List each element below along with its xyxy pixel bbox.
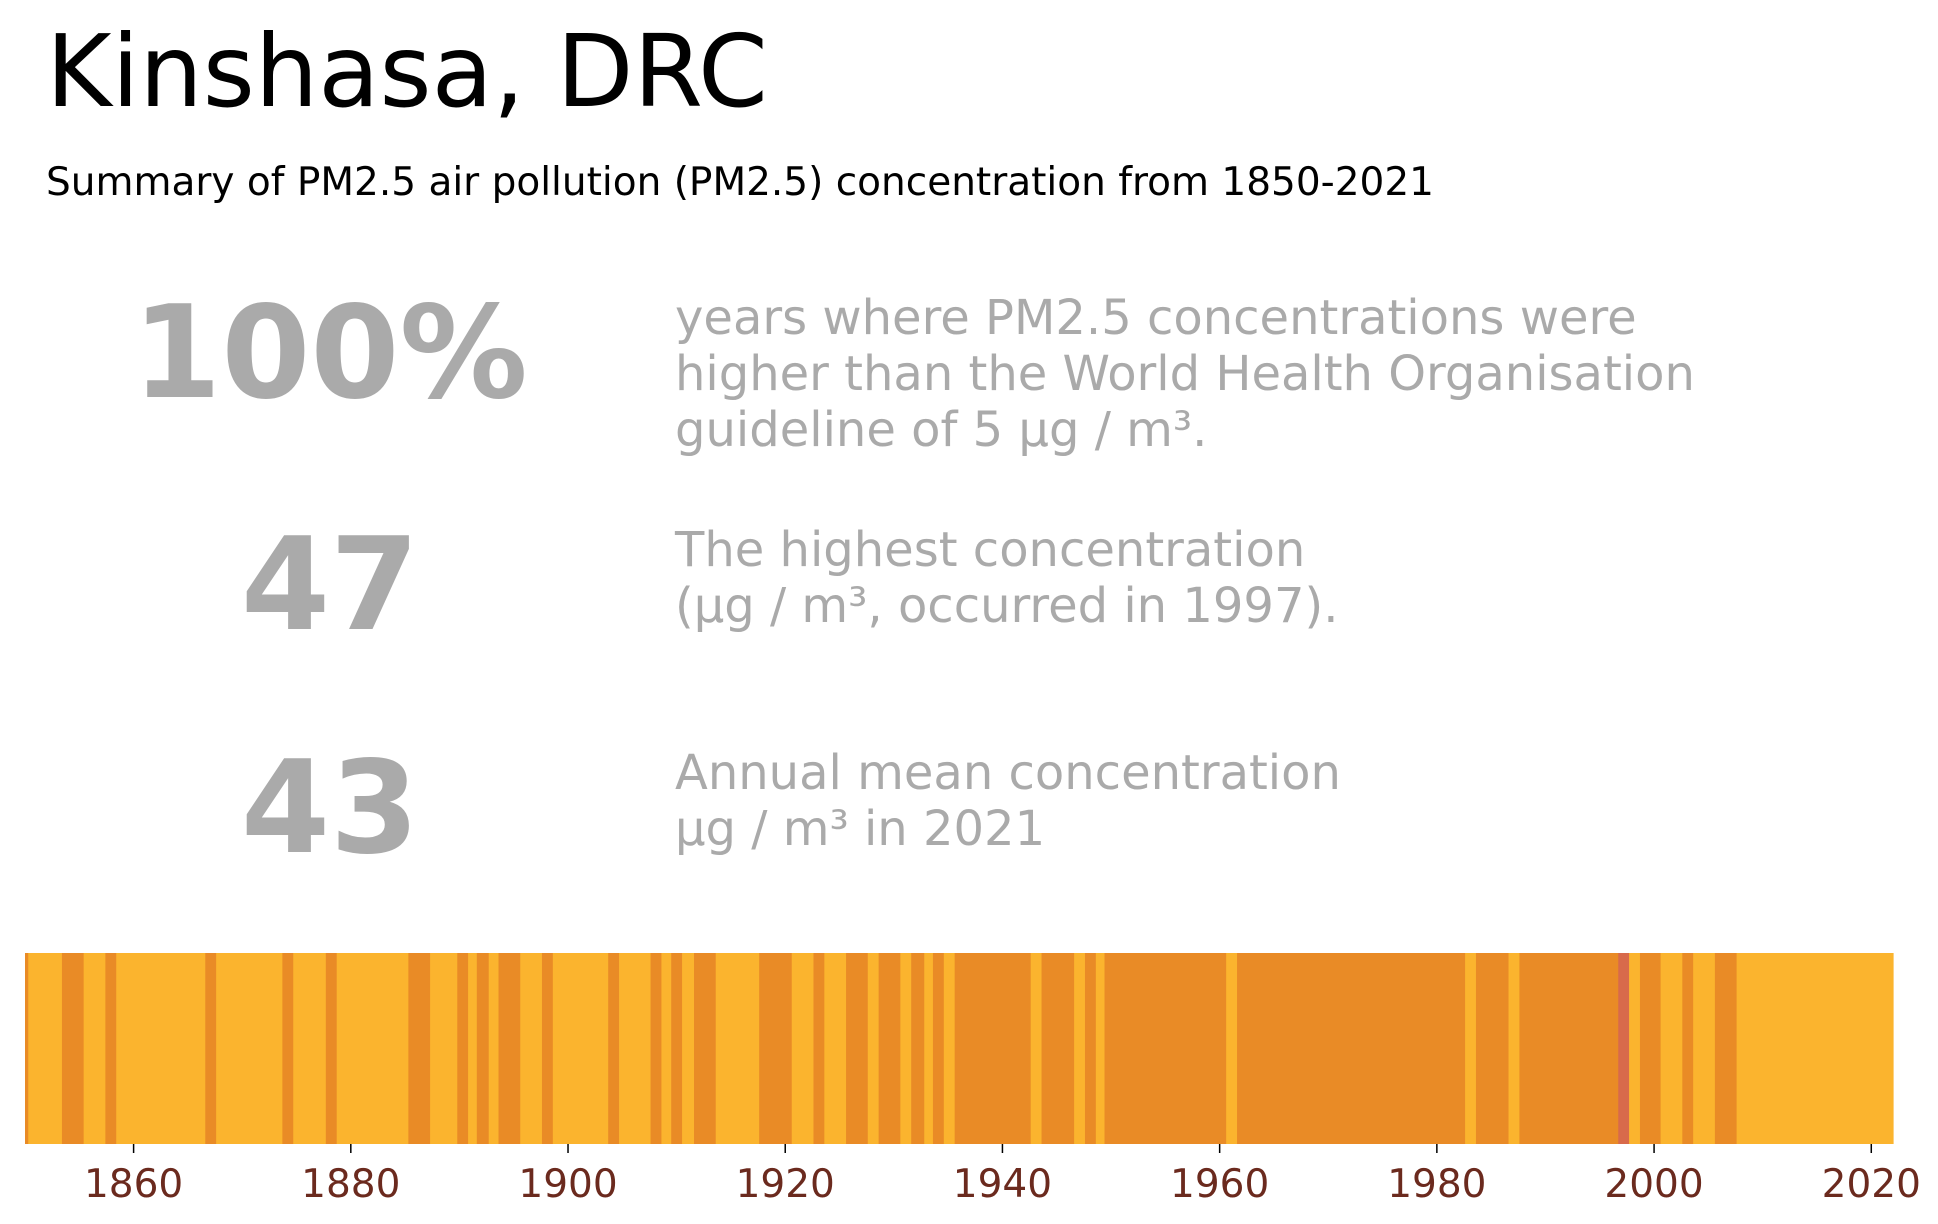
stripe-42: [954, 953, 1032, 1144]
stripe-46: [1084, 953, 1097, 1144]
x-tick-label: 1940: [953, 1162, 1052, 1207]
stripe-60: [1693, 953, 1716, 1144]
stripe-39: [924, 953, 934, 1144]
stripe-58: [1660, 953, 1683, 1144]
stripe-37: [900, 953, 912, 1144]
stripe-53: [1508, 953, 1520, 1144]
stripe-13: [430, 953, 458, 1144]
stripe-0: [25, 953, 29, 1144]
stripe-4: [105, 953, 117, 1144]
stripe-29: [715, 953, 760, 1144]
stat-desc-highest-concentration: The highest concentration (µg / m³, occu…: [675, 522, 1339, 634]
stripe-49: [1226, 953, 1238, 1144]
stat-value-highest-concentration: 47: [240, 511, 420, 660]
stripe-7: [216, 953, 283, 1144]
stripe-57: [1639, 953, 1662, 1144]
stripe-32: [813, 953, 825, 1144]
stripe-44: [1041, 953, 1075, 1144]
stripe-43: [1030, 953, 1043, 1144]
stripe-15: [468, 953, 478, 1144]
stripe-56: [1629, 953, 1641, 1144]
stripe-38: [911, 953, 925, 1144]
stripe-31: [791, 953, 815, 1144]
stripe-14: [457, 953, 469, 1144]
stripe-9: [293, 953, 327, 1144]
stripe-17: [488, 953, 500, 1144]
stat-value-annual-mean: 43: [240, 734, 420, 883]
page-subtitle: Summary of PM2.5 air pollution (PM2.5) c…: [46, 160, 1434, 205]
stat-desc-line: Annual mean concentration: [675, 745, 1341, 801]
stripe-33: [824, 953, 847, 1144]
page-title: Kinshasa, DRC: [46, 13, 768, 130]
stripe-45: [1074, 953, 1086, 1144]
stripe-51: [1465, 953, 1477, 1144]
x-axis: 1860 1880 1900 1920 1940 1960 1980 2000 2020: [84, 1144, 1921, 1207]
x-tick-label: 1920: [736, 1162, 835, 1207]
stripe-26: [671, 953, 683, 1144]
x-tick-label: 2020: [1822, 1162, 1921, 1207]
stripe-55: [1618, 953, 1630, 1144]
stripe-8: [282, 953, 294, 1144]
stripe-11: [336, 953, 409, 1144]
x-tick-label: 1860: [84, 1162, 183, 1207]
stat-value-years-above-guideline: 100%: [132, 279, 528, 428]
stripe-35: [867, 953, 880, 1144]
stat-desc-annual-mean: Annual mean concentration µg / m³ in 202…: [675, 745, 1341, 857]
stripe-22: [608, 953, 620, 1144]
stripe-18: [498, 953, 521, 1144]
stripes-group: [25, 953, 1894, 1144]
stripe-54: [1519, 953, 1619, 1144]
stripe-62: [1736, 953, 1894, 1144]
x-tick-label: 1980: [1387, 1162, 1486, 1207]
x-tick-label: 1900: [518, 1162, 617, 1207]
stripe-52: [1475, 953, 1510, 1144]
stripe-34: [846, 953, 869, 1144]
stripe-1: [28, 953, 63, 1144]
x-tick-label: 1960: [1170, 1162, 1269, 1207]
stripe-48: [1104, 953, 1227, 1144]
stripe-28: [694, 953, 717, 1144]
stripe-16: [476, 953, 490, 1144]
stripe-50: [1237, 953, 1466, 1144]
stripe-21: [552, 953, 609, 1144]
stripe-3: [83, 953, 106, 1144]
stripe-2: [61, 953, 85, 1144]
stripe-59: [1682, 953, 1694, 1144]
stat-desc-line: The highest concentration: [675, 522, 1306, 578]
stripe-23: [619, 953, 652, 1144]
stat-desc-line: (µg / m³, occurred in 1997).: [675, 578, 1339, 634]
x-tick-label: 1880: [301, 1162, 400, 1207]
stripe-36: [878, 953, 901, 1144]
stripe-47: [1095, 953, 1106, 1144]
stripe-25: [661, 953, 672, 1144]
stat-desc-line: µg / m³ in 2021: [675, 801, 1046, 857]
stripe-40: [932, 953, 945, 1144]
stripe-61: [1714, 953, 1738, 1144]
stripe-5: [116, 953, 206, 1144]
stripe-12: [408, 953, 431, 1144]
stripe-27: [682, 953, 695, 1144]
stripe-20: [541, 953, 554, 1144]
stat-desc-line: years where PM2.5 concentrations were: [675, 290, 1637, 346]
x-tick-label: 2000: [1604, 1162, 1703, 1207]
stripe-6: [205, 953, 217, 1144]
stripe-30: [759, 953, 793, 1144]
stat-desc-line: higher than the World Health Organisatio…: [675, 346, 1695, 402]
stripe-10: [325, 953, 338, 1144]
stat-desc-line: guideline of 5 µg / m³.: [675, 402, 1208, 458]
stat-desc-years-above-guideline: years where PM2.5 concentrations were hi…: [675, 290, 1695, 458]
stripe-24: [650, 953, 663, 1144]
stripe-19: [520, 953, 543, 1144]
stripe-41: [943, 953, 956, 1144]
